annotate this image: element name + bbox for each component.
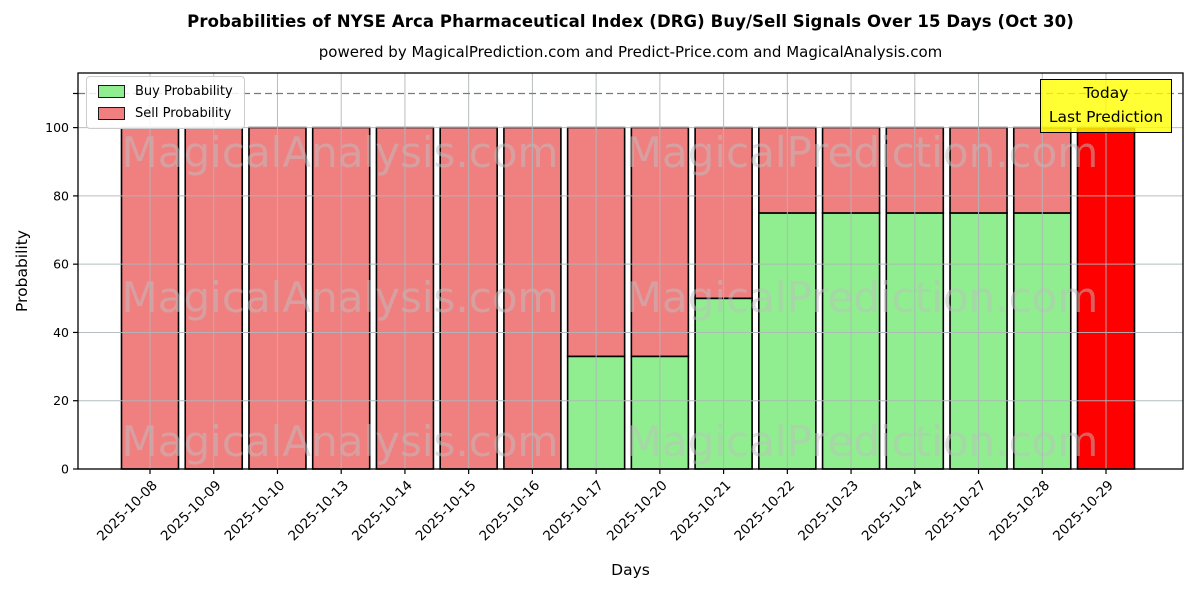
y-tick-label: 0 xyxy=(61,462,69,477)
x-tick-label: 2025-10-15 xyxy=(413,478,480,545)
watermark-left: MagicalAnalysis.com xyxy=(122,128,559,177)
x-tick-label: 2025-10-08 xyxy=(94,478,161,545)
x-tick-label: 2025-10-14 xyxy=(349,478,416,545)
x-tick-label: 2025-10-20 xyxy=(604,478,671,545)
x-tick-label: 2025-10-09 xyxy=(158,478,225,545)
legend: Buy Probability Sell Probability xyxy=(86,76,245,129)
x-tick-label: 2025-10-17 xyxy=(540,478,607,545)
buy-color-swatch-icon xyxy=(98,85,125,98)
watermark-left: MagicalAnalysis.com xyxy=(122,273,559,322)
x-axis-label: Days xyxy=(611,561,650,579)
y-tick-label: 60 xyxy=(53,257,69,272)
x-tick-label: 2025-10-23 xyxy=(795,478,862,545)
legend-label-sell: Sell Probability xyxy=(135,106,232,121)
x-tick-label: 2025-10-13 xyxy=(285,478,352,545)
legend-label-buy: Buy Probability xyxy=(135,84,233,99)
x-tick-label: 2025-10-21 xyxy=(668,478,735,545)
y-tick-label: 80 xyxy=(53,188,69,203)
watermark-left: MagicalAnalysis.com xyxy=(122,417,559,466)
sell-color-swatch-icon xyxy=(98,107,125,120)
x-tick-label: 2025-10-28 xyxy=(986,478,1053,545)
legend-item-sell: Sell Probability xyxy=(98,106,233,121)
today-annotation-line2: Last Prediction xyxy=(1048,108,1164,127)
today-annotation-line1: Today xyxy=(1083,84,1129,102)
x-tick-label: 2025-10-24 xyxy=(859,478,926,545)
plot-border xyxy=(77,72,1184,470)
chart-title: Probabilities of NYSE Arca Pharmaceutica… xyxy=(187,12,1074,31)
x-tick-label: 2025-10-29 xyxy=(1050,478,1117,545)
y-axis-label: Probability xyxy=(13,230,31,312)
x-tick-label: 2025-10-16 xyxy=(476,478,543,545)
x-tick-label: 2025-10-22 xyxy=(731,478,798,545)
watermark-right: MagicalPrediction.com xyxy=(626,417,1099,466)
y-tick-label: 20 xyxy=(53,393,69,408)
legend-item-buy: Buy Probability xyxy=(98,84,233,99)
y-tick-label: 100 xyxy=(45,120,69,135)
watermark-right: MagicalPrediction.com xyxy=(626,273,1099,322)
watermark-right: MagicalPrediction.com xyxy=(626,128,1099,177)
x-tick-label: 2025-10-10 xyxy=(221,478,288,545)
chart-subtitle: powered by MagicalPrediction.com and Pre… xyxy=(318,43,943,61)
today-annotation-box: Today Last Prediction xyxy=(1040,79,1172,134)
x-tick-label: 2025-10-27 xyxy=(923,478,990,545)
y-tick-label: 40 xyxy=(53,325,69,340)
